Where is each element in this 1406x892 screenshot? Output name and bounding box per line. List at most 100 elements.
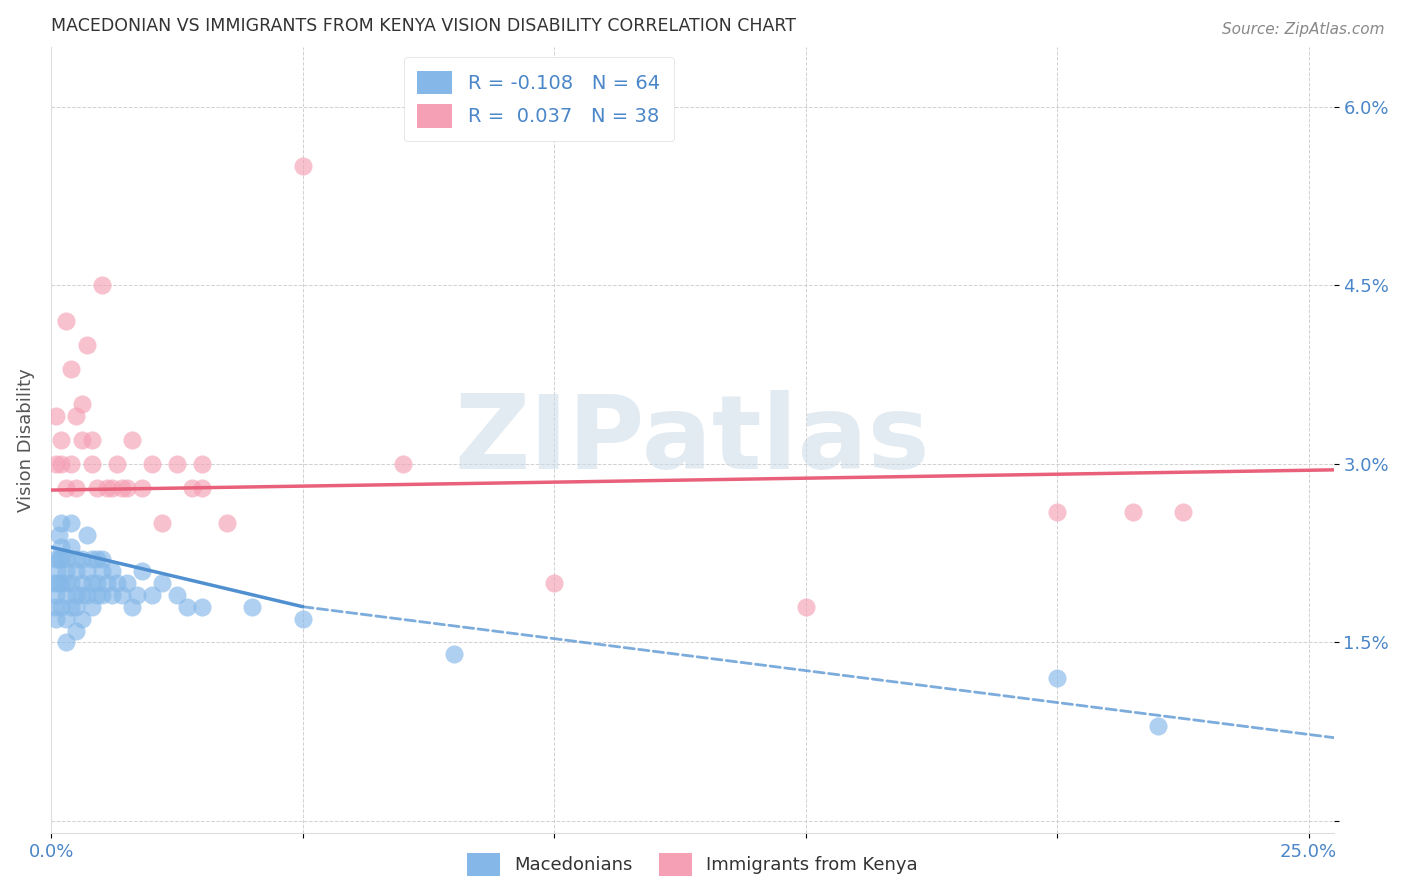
- Point: [141, 588, 163, 602]
- Point: [181, 481, 204, 495]
- Legend: Macedonians, Immigrants from Kenya: Macedonians, Immigrants from Kenya: [460, 847, 925, 883]
- Point: [291, 159, 314, 173]
- Point: [51, 516, 73, 531]
- Point: [55, 552, 77, 566]
- Point: [242, 599, 264, 614]
- Point: [55, 314, 77, 328]
- Point: [70, 612, 93, 626]
- Point: [131, 564, 153, 578]
- Point: [191, 457, 214, 471]
- Point: [443, 648, 465, 662]
- Point: [105, 575, 128, 590]
- Point: [60, 575, 83, 590]
- Point: [76, 528, 98, 542]
- Point: [90, 552, 112, 566]
- Point: [86, 481, 108, 495]
- Point: [45, 457, 67, 471]
- Point: [125, 588, 148, 602]
- Point: [45, 612, 67, 626]
- Point: [60, 361, 83, 376]
- Point: [70, 397, 93, 411]
- Point: [131, 481, 153, 495]
- Point: [80, 575, 103, 590]
- Point: [55, 588, 77, 602]
- Point: [100, 564, 122, 578]
- Point: [51, 457, 73, 471]
- Point: [100, 481, 122, 495]
- Point: [55, 635, 77, 649]
- Point: [51, 552, 73, 566]
- Point: [86, 588, 108, 602]
- Point: [176, 599, 198, 614]
- Point: [80, 457, 103, 471]
- Point: [80, 599, 103, 614]
- Point: [80, 552, 103, 566]
- Point: [111, 481, 134, 495]
- Point: [90, 278, 112, 293]
- Point: [65, 481, 87, 495]
- Point: [1046, 671, 1069, 685]
- Point: [80, 433, 103, 447]
- Point: [543, 575, 565, 590]
- Point: [65, 599, 87, 614]
- Point: [90, 564, 112, 578]
- Point: [794, 599, 817, 614]
- Point: [70, 552, 93, 566]
- Point: [45, 409, 67, 424]
- Point: [105, 457, 128, 471]
- Point: [55, 575, 77, 590]
- Point: [45, 552, 67, 566]
- Point: [51, 540, 73, 554]
- Point: [55, 564, 77, 578]
- Point: [76, 564, 98, 578]
- Point: [65, 588, 87, 602]
- Point: [86, 552, 108, 566]
- Point: [48, 528, 70, 542]
- Point: [96, 481, 118, 495]
- Point: [65, 552, 87, 566]
- Point: [51, 433, 73, 447]
- Point: [65, 624, 87, 638]
- Point: [166, 588, 188, 602]
- Point: [96, 575, 118, 590]
- Point: [51, 575, 73, 590]
- Point: [60, 457, 83, 471]
- Point: [60, 599, 83, 614]
- Point: [51, 599, 73, 614]
- Point: [65, 564, 87, 578]
- Point: [1122, 504, 1144, 518]
- Text: ZIPatlas: ZIPatlas: [454, 390, 931, 491]
- Point: [115, 481, 138, 495]
- Point: [150, 516, 173, 531]
- Point: [70, 588, 93, 602]
- Point: [42, 575, 65, 590]
- Text: MACEDONIAN VS IMMIGRANTS FROM KENYA VISION DISABILITY CORRELATION CHART: MACEDONIAN VS IMMIGRANTS FROM KENYA VISI…: [52, 17, 796, 35]
- Point: [48, 552, 70, 566]
- Point: [100, 588, 122, 602]
- Point: [65, 409, 87, 424]
- Point: [150, 575, 173, 590]
- Point: [111, 588, 134, 602]
- Point: [44, 599, 66, 614]
- Point: [166, 457, 188, 471]
- Point: [60, 540, 83, 554]
- Point: [46, 564, 69, 578]
- Point: [90, 588, 112, 602]
- Point: [115, 575, 138, 590]
- Point: [1046, 504, 1069, 518]
- Point: [70, 433, 93, 447]
- Point: [217, 516, 239, 531]
- Point: [121, 433, 143, 447]
- Point: [55, 481, 77, 495]
- Point: [45, 588, 67, 602]
- Point: [191, 599, 214, 614]
- Point: [76, 338, 98, 352]
- Point: [1146, 719, 1168, 733]
- Y-axis label: Vision Disability: Vision Disability: [17, 368, 35, 512]
- Point: [291, 612, 314, 626]
- Point: [191, 481, 214, 495]
- Point: [86, 575, 108, 590]
- Point: [76, 588, 98, 602]
- Point: [141, 457, 163, 471]
- Point: [46, 575, 69, 590]
